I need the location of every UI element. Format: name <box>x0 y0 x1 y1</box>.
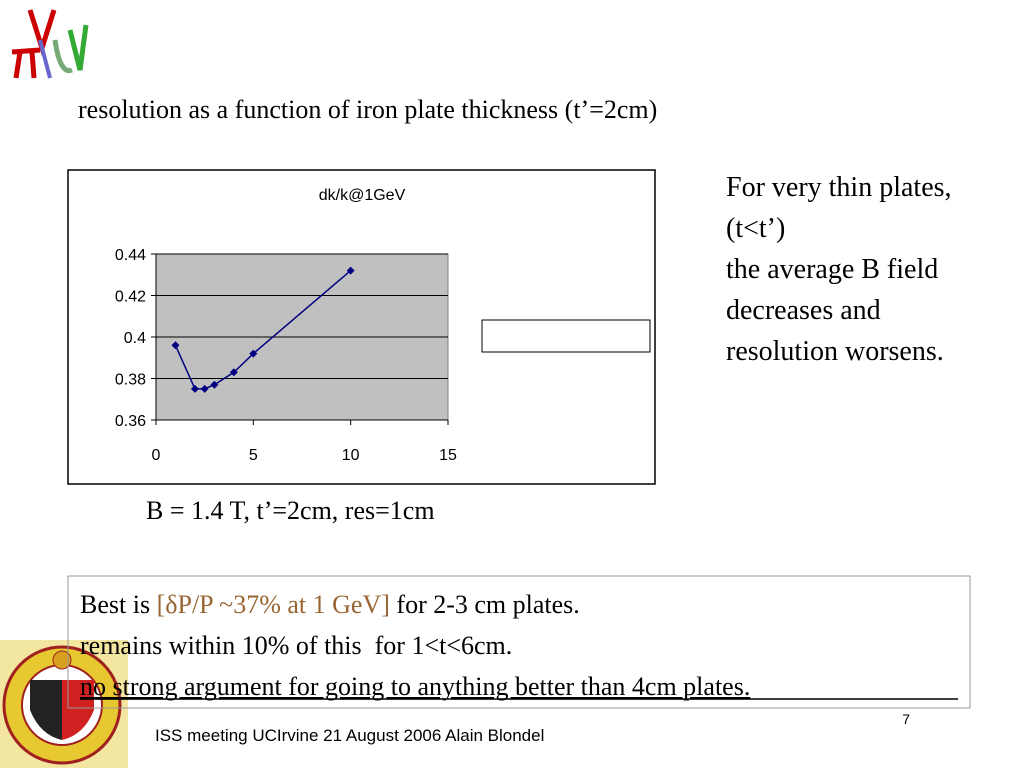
note-text: for 2-3 cm plates. <box>396 590 579 619</box>
x-tick-label: 5 <box>249 447 258 464</box>
footer: ISS meeting UCIrvine 21 August 2006 Alai… <box>155 726 544 745</box>
marker <box>210 380 219 389</box>
slide-title: resolution as a function of iron plate t… <box>78 95 657 124</box>
note-highlight: [δP/P ~37% at 1 GeV] <box>157 590 390 619</box>
marker <box>229 368 238 377</box>
marker <box>171 341 180 350</box>
marker <box>200 384 209 393</box>
note-line: no strong argument for going to anything… <box>80 672 750 701</box>
y-tick-label: 0.44 <box>115 247 146 264</box>
logo <box>11 9 89 79</box>
y-tick-label: 0.42 <box>115 289 146 306</box>
legend <box>481 319 651 353</box>
note-text: Best is <box>80 590 150 619</box>
note-line: Best is [δP/P ~37% at 1 GeV] for 2-3 cm … <box>80 590 580 619</box>
chart-title: dk/k@1GeV <box>319 187 406 204</box>
caption: B = 1.4 T, t’=2cm, res=1cm <box>146 496 435 525</box>
y-tick-label: 0.36 <box>115 413 146 430</box>
marker <box>190 384 199 393</box>
side-note-line: decreases and <box>726 295 881 326</box>
page-number: 7 <box>902 711 910 727</box>
side-note: For very thin plates, (t<t’) the average B… <box>726 172 952 367</box>
side-note-line: (t<t’) <box>726 213 785 244</box>
marker <box>249 349 258 358</box>
y-tick-label: 0.38 <box>115 372 146 389</box>
side-note-line: resolution worsens. <box>726 336 944 367</box>
x-tick-label: 0 <box>152 447 161 464</box>
x-tick-label: 15 <box>439 447 457 464</box>
side-note-line: the average B field <box>726 254 938 285</box>
y-tick-label: 0.4 <box>124 330 146 347</box>
marker <box>346 266 355 275</box>
seal <box>0 640 128 768</box>
side-note-line: For very thin plates, <box>726 172 952 203</box>
note-box <box>67 575 971 709</box>
x-tick-label: 10 <box>342 447 360 464</box>
note-line: remains within 10% of this for 1<t<6cm. <box>80 631 512 660</box>
